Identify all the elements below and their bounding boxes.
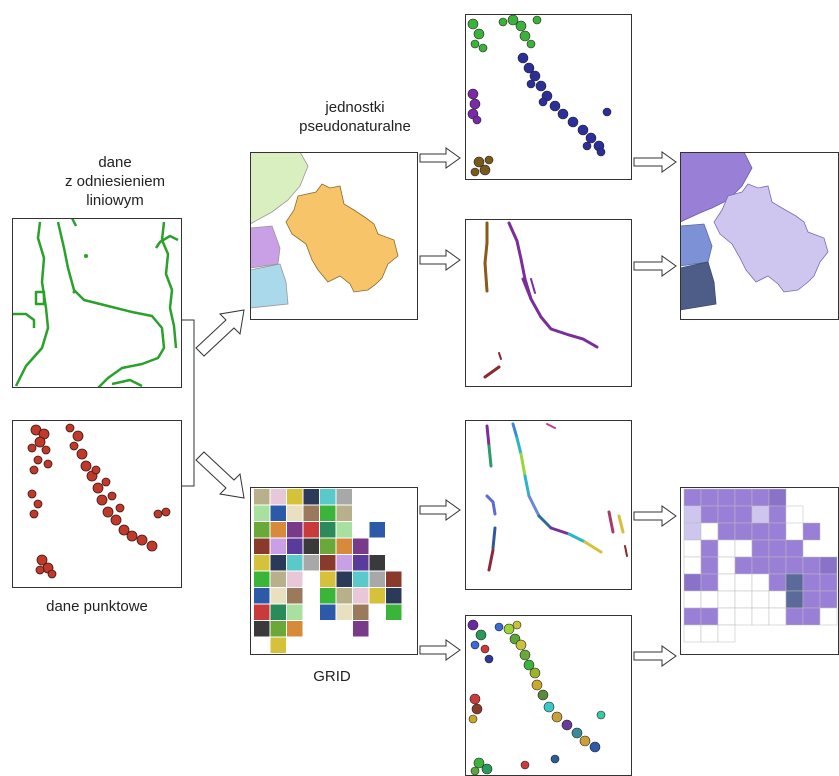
- grid-cell: [336, 489, 352, 505]
- grid-cell: [303, 505, 319, 521]
- grid-cell: [254, 588, 270, 604]
- grid-cell: [270, 489, 286, 505]
- grid-cell: [270, 522, 286, 538]
- panel-result-grid: [680, 487, 839, 655]
- arrow-to-grid: [195, 451, 245, 499]
- grid-cell: [320, 604, 336, 620]
- grid-cell: [369, 588, 385, 604]
- panel-lines-upper: [465, 219, 632, 387]
- grid-cell: [254, 505, 270, 521]
- arrow-grid-to-lines: [419, 499, 461, 521]
- label-linear-line-3: liniowym: [86, 192, 144, 209]
- label-linear-line-2: z odniesieniem: [64, 173, 166, 190]
- grid-cell: [254, 604, 270, 620]
- arrow-units-to-lines: [419, 249, 461, 271]
- arrow-lower-points-to-result: [633, 645, 677, 667]
- grid-cell: [254, 538, 270, 554]
- panel-points-lower: [465, 615, 632, 776]
- grid-cell: [320, 505, 336, 521]
- grid-cell: [270, 621, 286, 637]
- grid-cells: [254, 489, 402, 653]
- grid-cell: [270, 588, 286, 604]
- grid-cell: [270, 604, 286, 620]
- result-grid-cell: [802, 522, 821, 541]
- grid-cell: [336, 522, 352, 538]
- grid-cell: [336, 604, 352, 620]
- label-pseudo-line-1: jednostki: [325, 99, 385, 116]
- label-pseudo-units: jednostki pseudonaturalne: [270, 98, 440, 136]
- panel-lines-lower: [465, 420, 632, 590]
- result-grid-cell: [819, 607, 838, 626]
- grid-cell: [336, 588, 352, 604]
- grid-cell: [287, 489, 303, 505]
- grid-cell: [353, 538, 369, 554]
- grid-cell: [320, 538, 336, 554]
- grid-cell: [254, 555, 270, 571]
- grid-cell: [287, 621, 303, 637]
- grid-cell: [336, 555, 352, 571]
- grid-cell: [320, 489, 336, 505]
- grid-cell: [353, 588, 369, 604]
- grid-cell: [287, 522, 303, 538]
- grid-cell: [254, 621, 270, 637]
- arrow-lower-lines-to-result: [633, 505, 677, 527]
- grid-cell: [270, 555, 286, 571]
- grid-cell: [270, 571, 286, 587]
- grid-cell: [270, 637, 286, 653]
- grid-cell: [287, 604, 303, 620]
- grid-cell: [303, 522, 319, 538]
- label-grid: GRID: [313, 668, 351, 685]
- grid-cell: [270, 538, 286, 554]
- result-grid-cell: [717, 624, 736, 643]
- result-grid-cells: [683, 488, 838, 643]
- arrow-grid-to-points: [419, 639, 461, 661]
- panel-points-upper: [465, 14, 632, 180]
- grid-cell: [320, 555, 336, 571]
- panel-grid: [250, 487, 418, 655]
- grid-cell: [303, 555, 319, 571]
- grid-cell: [353, 621, 369, 637]
- grid-cell: [336, 538, 352, 554]
- grid-cell: [386, 588, 402, 604]
- grid-cell: [353, 604, 369, 620]
- arrow-to-pseudo-units: [195, 309, 245, 357]
- grid-cell: [353, 571, 369, 587]
- grid-cell: [254, 522, 270, 538]
- arrow-lines-to-result: [633, 255, 677, 277]
- grid-cell: [287, 588, 303, 604]
- grid-cell: [336, 571, 352, 587]
- grid-cell: [287, 555, 303, 571]
- grid-cell: [386, 604, 402, 620]
- grid-cell: [369, 571, 385, 587]
- grid-cell: [320, 588, 336, 604]
- label-pseudo-line-2: pseudonaturalne: [299, 118, 411, 135]
- grid-cell: [336, 505, 352, 521]
- arrow-units-to-points: [419, 147, 461, 169]
- grid-cell: [254, 571, 270, 587]
- grid-cell: [270, 505, 286, 521]
- grid-cell: [303, 489, 319, 505]
- panel-pseudo-units: [250, 152, 418, 320]
- grid-cell: [303, 538, 319, 554]
- grid-cell: [369, 555, 385, 571]
- panel-linear-data: [12, 218, 182, 388]
- label-point-data: dane punktowe: [46, 598, 148, 615]
- grid-cell: [254, 489, 270, 505]
- grid-cell: [369, 522, 385, 538]
- label-linear-data: dane z odniesieniem liniowym: [30, 153, 200, 210]
- panel-result-units: [680, 152, 839, 320]
- grid-cell: [320, 522, 336, 538]
- panel-point-data: [12, 420, 182, 588]
- grid-cell: [287, 571, 303, 587]
- arrow-upper-to-result: [633, 151, 677, 173]
- label-linear-line-1: dane: [98, 154, 132, 171]
- grid-cell: [287, 505, 303, 521]
- grid-cell: [386, 571, 402, 587]
- grid-cell: [287, 538, 303, 554]
- grid-cell: [353, 555, 369, 571]
- grid-cell: [320, 571, 336, 587]
- result-grid-cell: [785, 505, 804, 524]
